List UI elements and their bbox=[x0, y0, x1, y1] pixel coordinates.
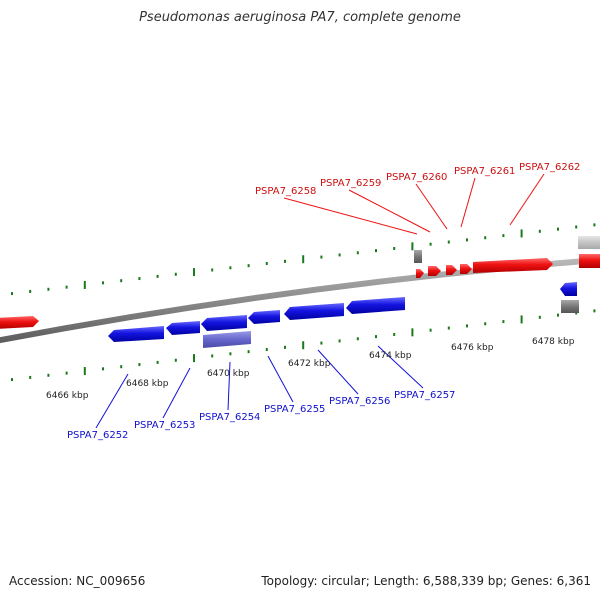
leader-line bbox=[162, 367, 191, 419]
gene-label[interactable]: PSPA7_6254 bbox=[199, 412, 260, 423]
gene-label[interactable]: PSPA7_6261 bbox=[454, 166, 515, 177]
tick-label: 6472 kbp bbox=[288, 359, 331, 369]
leader-line bbox=[460, 177, 476, 228]
gene-arrow-pspa7-6259[interactable] bbox=[428, 266, 441, 276]
accession-label: Accession: NC_009656 bbox=[9, 574, 146, 588]
gene-arrow-pspa7-6258[interactable] bbox=[416, 269, 424, 278]
lower-tick-ring bbox=[11, 309, 596, 382]
leader-line bbox=[267, 355, 294, 403]
gene-arrow-pspa7-6253[interactable] bbox=[166, 321, 200, 335]
gene-gray-right[interactable] bbox=[561, 300, 579, 313]
gene-label[interactable]: PSPA7_6255 bbox=[264, 404, 325, 415]
gene-label[interactable]: PSPA7_6258 bbox=[255, 186, 316, 197]
gene-arrow-red-right[interactable] bbox=[579, 254, 600, 268]
leader-line bbox=[348, 189, 431, 233]
gene-arrow-pspa7-6255[interactable] bbox=[248, 310, 280, 324]
gene-label[interactable]: PSPA7_6257 bbox=[394, 390, 455, 401]
gene-label[interactable]: PSPA7_6253 bbox=[134, 420, 195, 431]
gene-arrow-blue-right[interactable] bbox=[560, 282, 577, 296]
genome-title: Pseudomonas aeruginosa PA7, complete gen… bbox=[139, 10, 461, 25]
gene-arrow-pspa7-6261[interactable] bbox=[460, 264, 472, 274]
tick-label: 6466 kbp bbox=[46, 391, 89, 401]
leader-line bbox=[509, 173, 545, 226]
tick-label: 6474 kbp bbox=[369, 351, 412, 361]
tick-label: 6478 kbp bbox=[532, 337, 575, 347]
upper-tick-ring bbox=[11, 223, 596, 296]
gene-label[interactable]: PSPA7_6252 bbox=[67, 430, 128, 441]
gene-arrow-pspa7-6252[interactable] bbox=[108, 326, 164, 342]
gene-arrow-pspa7-6254[interactable] bbox=[201, 315, 247, 331]
leader-line bbox=[317, 349, 359, 395]
genome-stats: Topology: circular; Length: 6,588,339 bp… bbox=[261, 574, 591, 588]
tick-label: 6470 kbp bbox=[207, 369, 250, 379]
tick-label: 6476 kbp bbox=[451, 343, 494, 353]
leader-line bbox=[415, 183, 448, 230]
gene-features bbox=[0, 236, 600, 348]
gene-label[interactable]: PSPA7_6262 bbox=[519, 162, 580, 173]
gene-label[interactable]: PSPA7_6260 bbox=[386, 172, 447, 183]
gene-lightgray-right[interactable] bbox=[578, 236, 600, 249]
gene-gray-small[interactable] bbox=[414, 250, 422, 263]
leader-line bbox=[227, 361, 231, 411]
gene-arrow-pspa7-6257[interactable] bbox=[346, 297, 405, 314]
leader-line bbox=[283, 197, 418, 235]
gene-arrow-pspa7-6260[interactable] bbox=[446, 265, 457, 275]
gene-label[interactable]: PSPA7_6259 bbox=[320, 178, 381, 189]
leader-line bbox=[95, 373, 129, 429]
gene-arrow-red-edge[interactable] bbox=[0, 316, 39, 329]
gene-label[interactable]: PSPA7_6256 bbox=[329, 396, 390, 407]
gene-arrow-pspa7-6262[interactable] bbox=[473, 258, 553, 273]
gene-arrow-pspa7-6256[interactable] bbox=[284, 303, 344, 320]
leader-line bbox=[377, 345, 424, 389]
tick-label: 6468 kbp bbox=[126, 379, 169, 389]
pseudogene-bar[interactable] bbox=[203, 331, 251, 348]
